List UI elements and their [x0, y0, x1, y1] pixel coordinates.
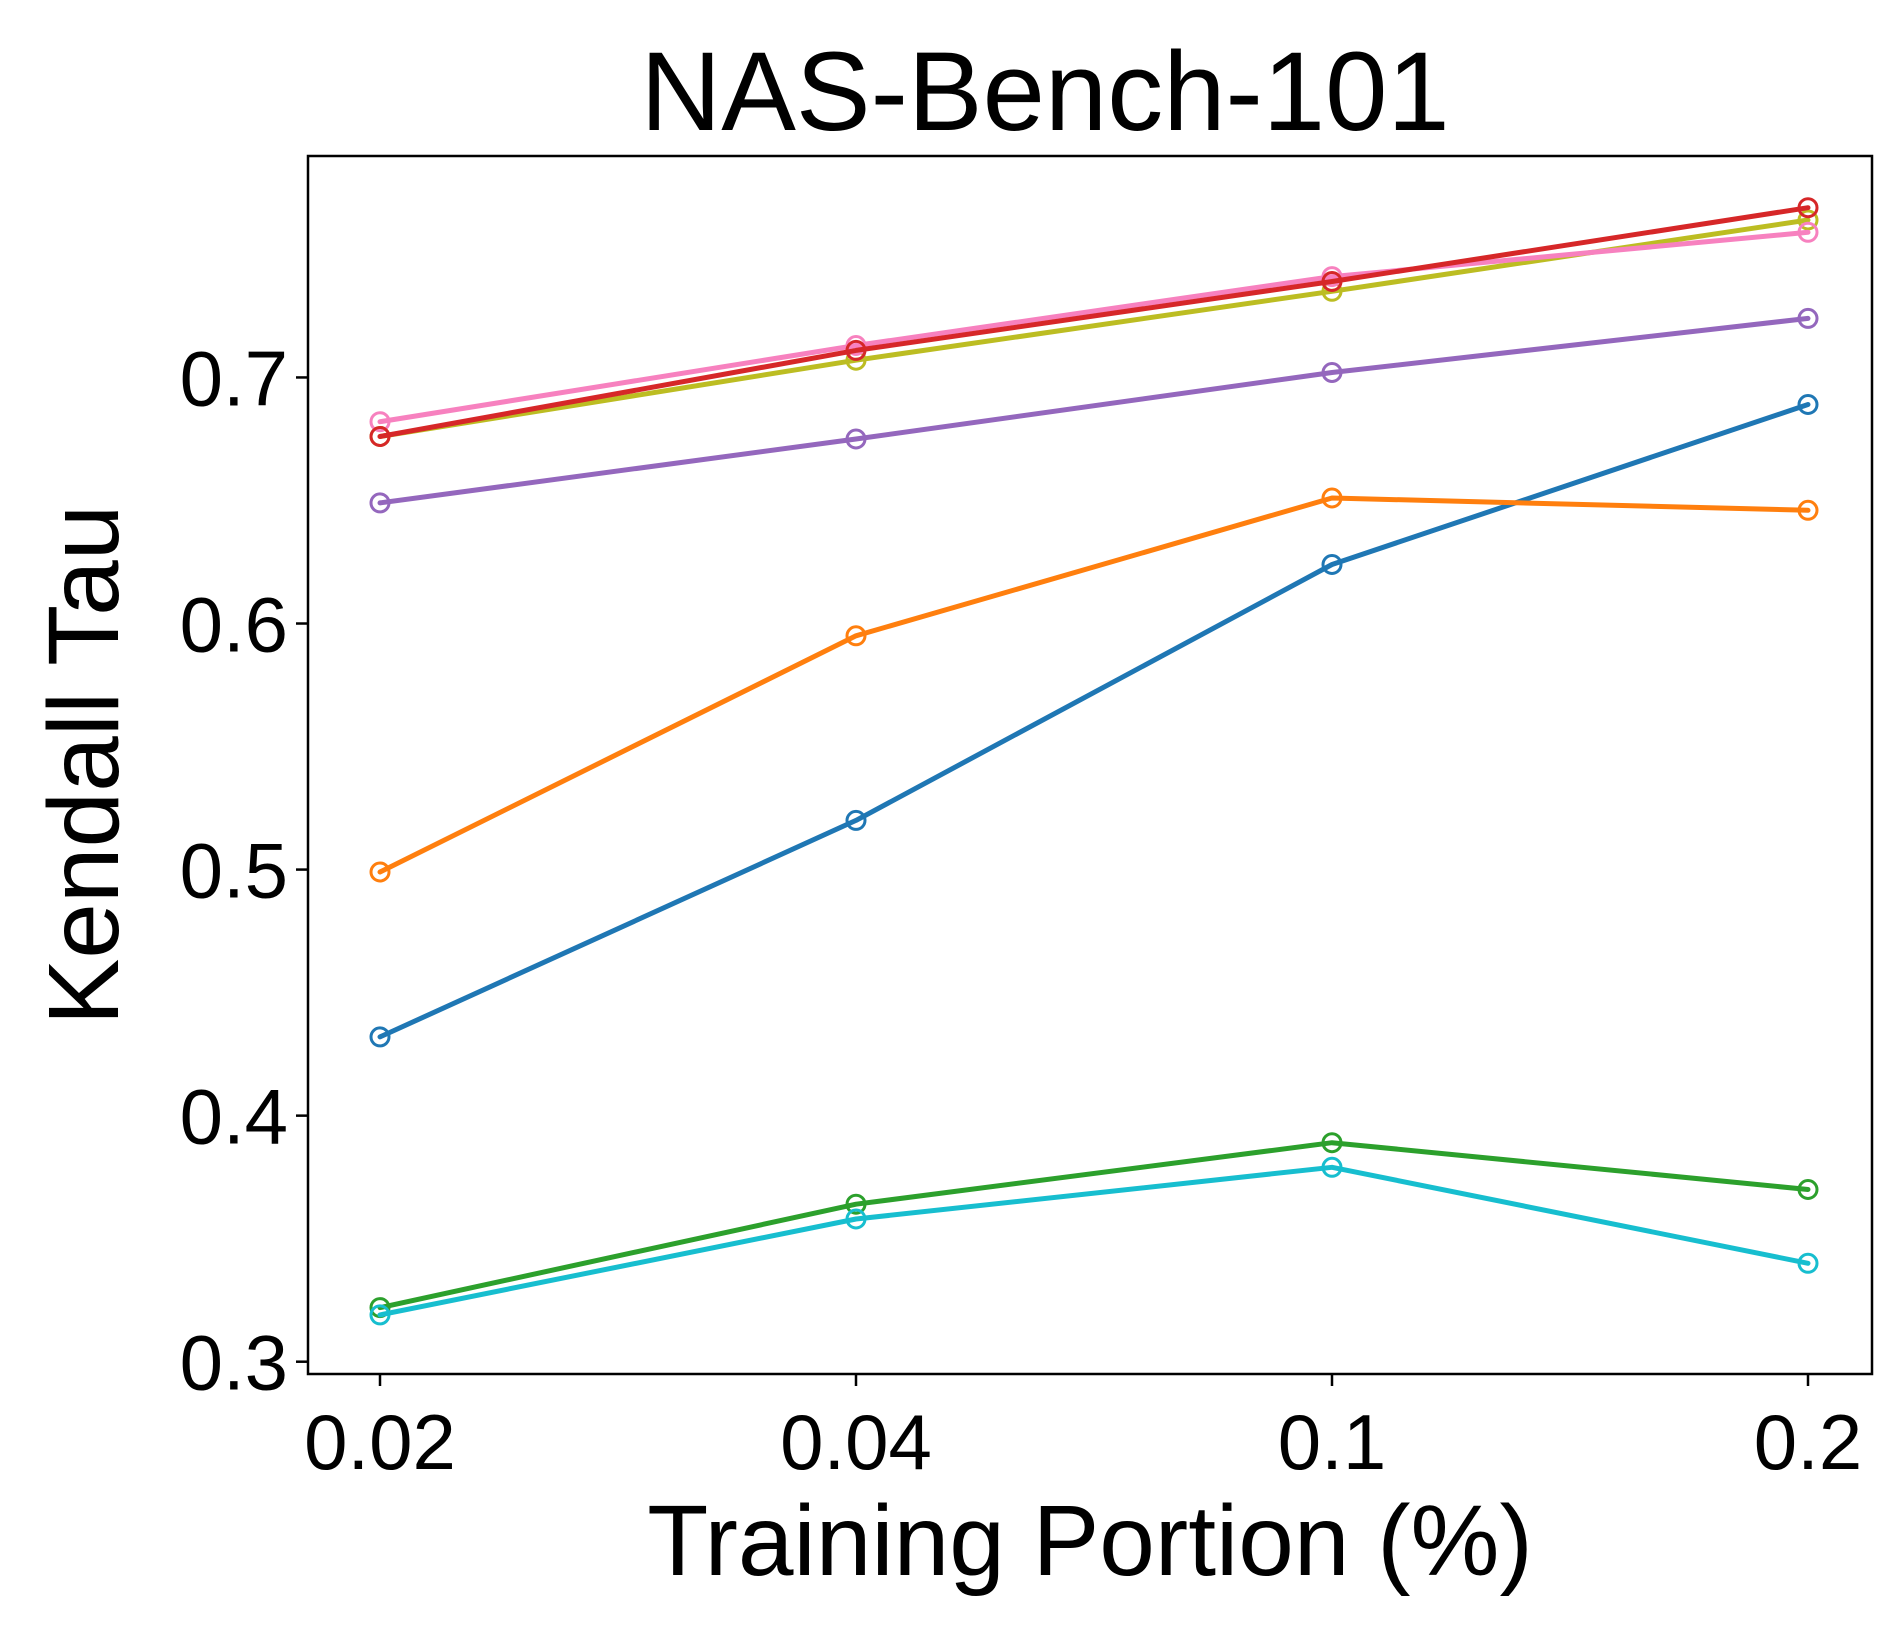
data-point-pink — [1797, 221, 1819, 243]
plot-frame — [306, 154, 1874, 1376]
data-point-cyan — [1321, 1156, 1343, 1178]
x-tick-label: 0.02 — [304, 1398, 456, 1486]
data-point-red — [369, 426, 391, 447]
data-point-olive — [1797, 209, 1819, 231]
series-green — [369, 1132, 1819, 1319]
data-point-orange — [1321, 487, 1343, 509]
data-point-blue — [369, 1026, 391, 1048]
series-purple — [369, 307, 1819, 514]
y-tick-label: 0.7 — [180, 334, 288, 422]
data-point-red — [845, 339, 867, 361]
x-axis-label: Training Portion (%) — [647, 1485, 1533, 1597]
series-olive — [369, 209, 1819, 447]
data-point-red — [1321, 271, 1343, 292]
data-point-pink — [369, 411, 391, 433]
y-axis-label: Kendall Tau — [28, 505, 140, 1026]
y-tick-label: 0.6 — [180, 581, 288, 669]
data-point-blue — [1321, 554, 1343, 575]
data-point-green — [1321, 1132, 1343, 1154]
data-point-blue — [845, 809, 867, 831]
series-orange — [369, 487, 1819, 883]
data-point-blue — [1797, 394, 1819, 415]
series-line-pink — [377, 229, 1811, 425]
series-cyan — [369, 1156, 1819, 1326]
series-line-cyan — [377, 1164, 1811, 1318]
data-point-purple — [1797, 307, 1819, 329]
series-blue — [369, 394, 1819, 1048]
series-line-green — [377, 1140, 1811, 1311]
x-tick-label: 0.2 — [1754, 1398, 1862, 1486]
plot-series — [369, 197, 1819, 1326]
data-point-orange — [1797, 499, 1819, 521]
data-point-purple — [369, 492, 391, 514]
data-point-orange — [369, 861, 391, 883]
data-point-red — [1797, 197, 1819, 219]
data-point-purple — [845, 428, 867, 450]
data-point-cyan — [845, 1208, 867, 1230]
x-tick-label: 0.04 — [780, 1398, 932, 1486]
y-tick-label: 0.3 — [180, 1319, 288, 1407]
series-red — [369, 197, 1819, 447]
series-line-red — [377, 205, 1811, 439]
data-point-purple — [1321, 362, 1343, 383]
data-point-cyan — [1797, 1252, 1819, 1274]
data-point-green — [1797, 1179, 1819, 1200]
y-tick-label: 0.4 — [180, 1073, 288, 1161]
series-line-blue — [377, 402, 1811, 1040]
x-axis-ticks: 0.02 0.04 0.1 0.2 — [304, 1374, 1862, 1486]
y-tick-label: 0.5 — [180, 827, 288, 915]
data-point-green — [845, 1193, 867, 1215]
series-line-purple — [377, 315, 1811, 506]
series-line-orange — [377, 495, 1811, 875]
x-tick-label: 0.1 — [1278, 1398, 1386, 1486]
data-point-cyan — [369, 1304, 391, 1326]
data-point-orange — [845, 625, 867, 647]
chart-title: NAS-Bench-101 — [640, 29, 1449, 154]
y-axis-ticks: 0.3 0.4 0.5 0.6 0.7 — [180, 334, 308, 1407]
